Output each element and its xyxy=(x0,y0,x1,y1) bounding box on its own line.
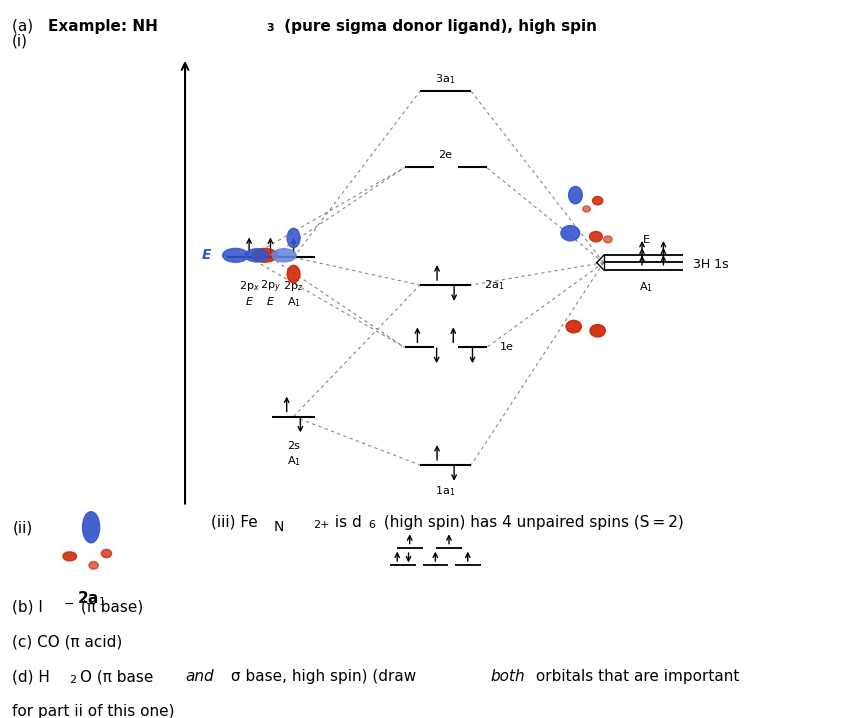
Text: (high spin) has 4 unpaired spins (S = 2): (high spin) has 4 unpaired spins (S = 2) xyxy=(379,515,684,530)
Ellipse shape xyxy=(592,197,602,205)
Ellipse shape xyxy=(287,228,300,248)
Text: (b) I: (b) I xyxy=(13,600,44,615)
Text: (a): (a) xyxy=(12,19,38,34)
Ellipse shape xyxy=(603,236,612,243)
Text: is d: is d xyxy=(330,515,362,530)
Text: (c) CO (π acid): (c) CO (π acid) xyxy=(13,635,123,650)
Ellipse shape xyxy=(590,325,605,337)
Text: 2s: 2s xyxy=(287,441,300,451)
Text: and: and xyxy=(185,669,213,684)
Text: (pure sigma donor ligand), high spin: (pure sigma donor ligand), high spin xyxy=(279,19,597,34)
Ellipse shape xyxy=(287,266,300,283)
Text: 2+: 2+ xyxy=(313,521,330,531)
Text: Example: NH: Example: NH xyxy=(48,19,159,34)
Ellipse shape xyxy=(560,225,579,241)
Text: orbitals that are important: orbitals that are important xyxy=(531,669,740,684)
Text: 3: 3 xyxy=(267,23,274,33)
Text: (i): (i) xyxy=(12,34,27,49)
Text: for part ii of this one): for part ii of this one) xyxy=(13,704,175,718)
Text: E: E xyxy=(643,235,650,245)
Ellipse shape xyxy=(252,248,278,262)
Text: N: N xyxy=(274,521,285,534)
Text: 3H 1s: 3H 1s xyxy=(693,258,729,271)
Text: E: E xyxy=(267,297,274,307)
Text: (π base): (π base) xyxy=(75,600,143,615)
Ellipse shape xyxy=(568,187,582,204)
Ellipse shape xyxy=(101,549,111,558)
Text: 2a$_1$: 2a$_1$ xyxy=(76,589,105,608)
Ellipse shape xyxy=(583,206,590,212)
Text: σ base, high spin) (draw: σ base, high spin) (draw xyxy=(226,669,421,684)
Text: 2p$_z$: 2p$_z$ xyxy=(284,279,303,294)
Text: 2a$_1$: 2a$_1$ xyxy=(484,278,504,292)
Text: 2: 2 xyxy=(69,675,76,685)
Text: 3a$_1$: 3a$_1$ xyxy=(435,72,456,85)
Text: (iii) Fe: (iii) Fe xyxy=(211,515,257,530)
Text: A$_1$: A$_1$ xyxy=(286,296,301,309)
Text: (d) H: (d) H xyxy=(13,669,51,684)
Text: both: both xyxy=(490,669,524,684)
Text: 2p$_y$: 2p$_y$ xyxy=(260,279,281,294)
Text: (ii): (ii) xyxy=(13,521,33,536)
Text: 1e: 1e xyxy=(500,342,513,353)
Text: 2p$_x$: 2p$_x$ xyxy=(238,279,260,294)
Ellipse shape xyxy=(63,552,76,561)
Ellipse shape xyxy=(566,320,581,333)
Text: 1a$_1$: 1a$_1$ xyxy=(435,485,456,498)
Text: 6: 6 xyxy=(369,521,375,531)
Ellipse shape xyxy=(89,561,99,569)
Ellipse shape xyxy=(273,248,297,262)
Text: E: E xyxy=(201,248,211,262)
Text: A$_1$: A$_1$ xyxy=(639,280,653,294)
Text: −: − xyxy=(63,598,75,611)
Ellipse shape xyxy=(245,248,269,262)
Text: 2e: 2e xyxy=(439,150,452,160)
Ellipse shape xyxy=(590,231,602,242)
Text: E: E xyxy=(246,297,253,307)
Ellipse shape xyxy=(223,248,249,262)
Text: O (π base: O (π base xyxy=(80,669,159,684)
Ellipse shape xyxy=(82,512,99,543)
Text: A$_1$: A$_1$ xyxy=(286,454,301,468)
